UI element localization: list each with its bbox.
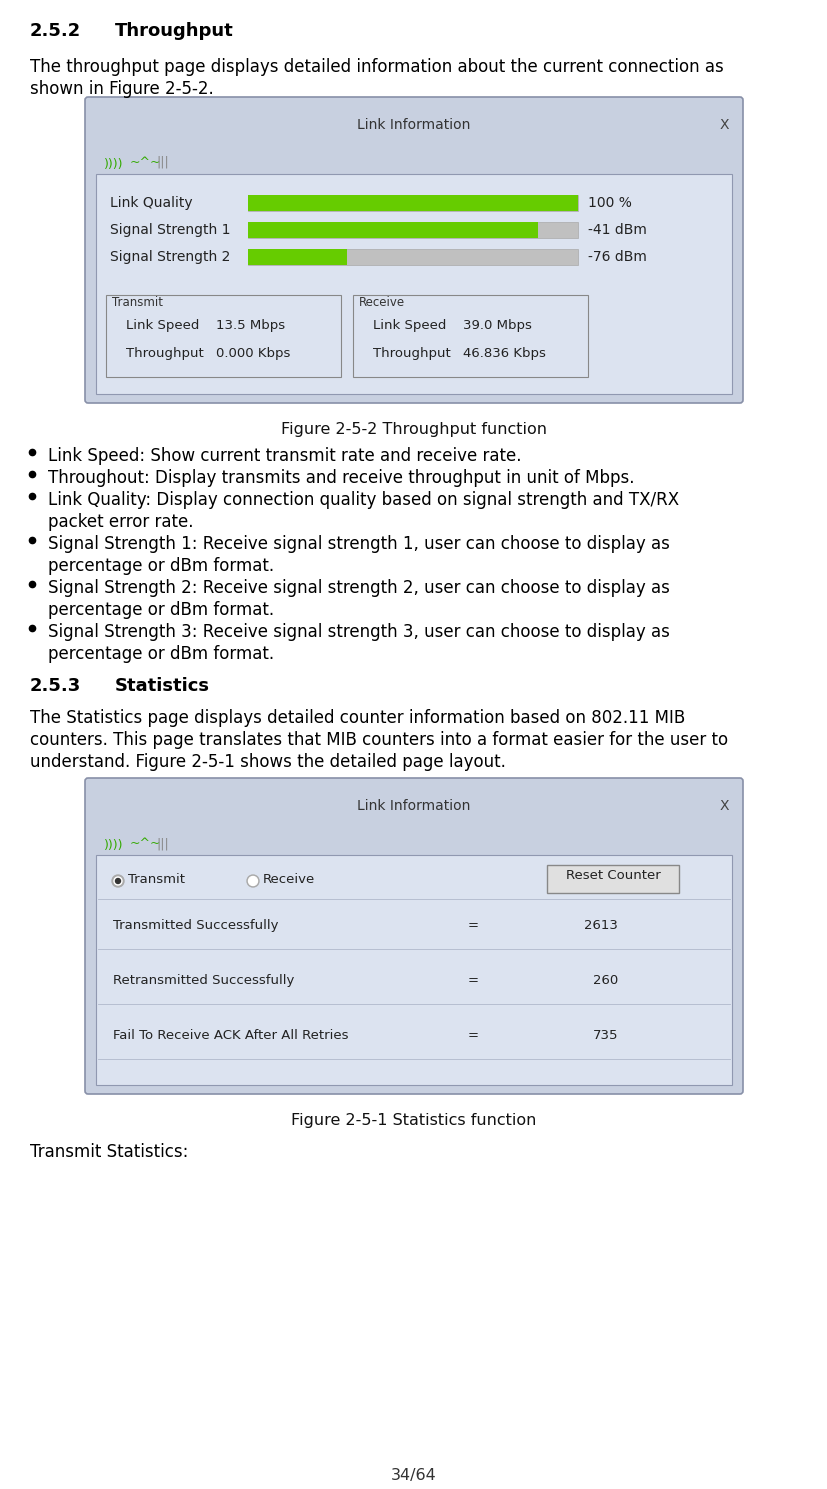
Text: Link Information: Link Information [357,118,470,133]
Text: 0.000 Kbps: 0.000 Kbps [216,347,290,360]
Text: |||: ||| [155,156,169,168]
Bar [96,174,731,395]
Text: -76 dBm: -76 dBm [587,250,646,264]
Bar [106,295,341,377]
Circle shape [248,877,257,886]
Text: 46.836 Kbps: 46.836 Kbps [462,347,545,360]
Text: shown in Figure 2-5-2.: shown in Figure 2-5-2. [30,80,213,98]
Text: =: = [467,1029,478,1042]
Text: percentage or dBm format.: percentage or dBm format. [48,602,274,619]
Bar [98,966,729,1001]
Text: Signal Strength 2: Receive signal strength 2, user can choose to display as: Signal Strength 2: Receive signal streng… [48,579,669,597]
Text: =: = [467,919,478,932]
Text: =: = [467,974,478,987]
Text: Signal Strength 1: Signal Strength 1 [110,223,230,237]
FancyBboxPatch shape [85,97,742,404]
Text: The throughput page displays detailed information about the current connection a: The throughput page displays detailed in… [30,58,723,76]
Text: Receive: Receive [359,296,404,310]
Text: Link Speed: Link Speed [372,319,446,332]
Text: 39.0 Mbps: 39.0 Mbps [462,319,531,332]
Text: packet error rate.: packet error rate. [48,514,194,532]
Circle shape [246,876,259,887]
Text: counters. This page translates that MIB counters into a format easier for the us: counters. This page translates that MIB … [30,731,727,749]
Text: percentage or dBm format.: percentage or dBm format. [48,645,274,663]
Text: X: X [719,118,728,133]
Text: Figure 2-5-1 Statistics function: Figure 2-5-1 Statistics function [291,1112,536,1129]
Bar [96,855,731,1085]
Text: Receive: Receive [263,873,315,886]
Text: Reset Counter: Reset Counter [565,870,660,881]
Text: Transmit: Transmit [128,873,184,886]
Bar [92,812,735,852]
Text: Throughout: Display transmits and receive throughput in unit of Mbps.: Throughout: Display transmits and receiv… [48,469,633,487]
Bar [248,249,577,265]
Text: 735: 735 [592,1029,617,1042]
Bar [248,195,577,211]
Text: Statistics: Statistics [115,677,210,695]
Text: Fail To Receive ACK After All Retries: Fail To Receive ACK After All Retries [112,1029,348,1042]
Text: 260: 260 [592,974,617,987]
Text: 2613: 2613 [583,919,617,932]
Text: Signal Strength 2: Signal Strength 2 [110,250,230,264]
Text: 34/64: 34/64 [390,1468,437,1483]
Text: Retransmitted Successfully: Retransmitted Successfully [112,974,294,987]
Circle shape [112,876,124,887]
Bar [352,295,587,377]
Text: Figure 2-5-2 Throughput function: Figure 2-5-2 Throughput function [280,421,547,436]
Bar [98,1021,729,1056]
Bar [248,195,577,211]
Text: ~^~: ~^~ [130,837,161,850]
Text: percentage or dBm format.: percentage or dBm format. [48,557,274,575]
Text: Link Quality: Link Quality [110,197,193,210]
FancyBboxPatch shape [85,777,742,1094]
Text: )))): )))) [104,838,123,852]
Bar [98,911,729,946]
Text: Signal Strength 1: Receive signal strength 1, user can choose to display as: Signal Strength 1: Receive signal streng… [48,535,669,552]
Text: Link Speed: Show current transmit rate and receive rate.: Link Speed: Show current transmit rate a… [48,447,521,465]
Text: Transmit: Transmit [112,296,163,310]
Text: 2.5.3: 2.5.3 [30,677,81,695]
Text: 2.5.2: 2.5.2 [30,22,81,40]
FancyBboxPatch shape [547,865,678,893]
Text: Link Speed: Link Speed [126,319,199,332]
Text: X: X [719,800,728,813]
Text: Signal Strength 3: Receive signal strength 3, user can choose to display as: Signal Strength 3: Receive signal streng… [48,622,669,640]
Bar [248,222,577,238]
Text: 100 %: 100 % [587,197,631,210]
Text: )))): )))) [104,158,123,171]
Bar [248,249,347,265]
Text: Link Information: Link Information [357,800,470,813]
Text: 13.5 Mbps: 13.5 Mbps [216,319,284,332]
Text: ~^~: ~^~ [130,156,161,168]
Text: |||: ||| [155,837,169,850]
Bar [92,130,735,170]
Text: Transmit Statistics:: Transmit Statistics: [30,1144,189,1161]
Text: Throughput: Throughput [115,22,233,40]
Text: Throughput: Throughput [372,347,450,360]
Text: The Statistics page displays detailed counter information based on 802.11 MIB: The Statistics page displays detailed co… [30,709,685,727]
Circle shape [115,879,121,883]
Text: Throughput: Throughput [126,347,203,360]
Text: -41 dBm: -41 dBm [587,223,646,237]
Bar [248,222,538,238]
Circle shape [114,877,122,884]
Text: Link Quality: Display connection quality based on signal strength and TX/RX: Link Quality: Display connection quality… [48,491,678,509]
Text: Transmitted Successfully: Transmitted Successfully [112,919,278,932]
Text: understand. Figure 2-5-1 shows the detailed page layout.: understand. Figure 2-5-1 shows the detai… [30,753,505,771]
